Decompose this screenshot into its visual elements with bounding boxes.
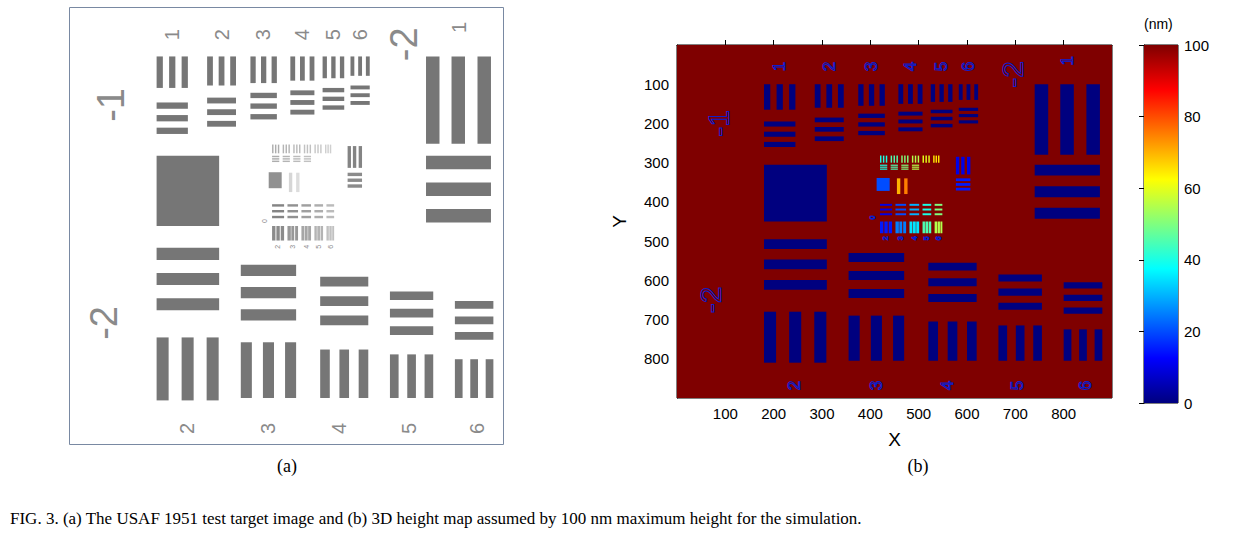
svg-text:FIG. 3. (a) The USAF 1951 test: FIG. 3. (a) The USAF 1951 test target im… xyxy=(10,509,862,528)
svg-text:-2: -2 xyxy=(996,61,1029,88)
svg-text:500: 500 xyxy=(906,405,931,422)
svg-text:20: 20 xyxy=(1184,323,1201,340)
svg-text:700: 700 xyxy=(1003,405,1028,422)
svg-text:4: 4 xyxy=(911,236,918,240)
svg-text:5: 5 xyxy=(315,245,322,249)
svg-text:6: 6 xyxy=(466,423,488,434)
svg-text:5: 5 xyxy=(322,29,344,40)
svg-text:3: 3 xyxy=(862,62,881,71)
svg-text:5: 5 xyxy=(1008,381,1027,390)
svg-text:0: 0 xyxy=(261,219,268,223)
svg-text:2: 2 xyxy=(820,62,839,71)
svg-text:500: 500 xyxy=(644,233,669,250)
svg-text:2: 2 xyxy=(211,29,233,40)
svg-text:800: 800 xyxy=(644,350,669,367)
svg-text:-1: -1 xyxy=(90,88,132,122)
svg-text:0: 0 xyxy=(1184,395,1192,412)
svg-text:600: 600 xyxy=(954,405,979,422)
svg-text:2: 2 xyxy=(882,236,889,240)
svg-text:200: 200 xyxy=(644,115,669,132)
svg-text:4: 4 xyxy=(328,423,350,434)
svg-text:-2: -2 xyxy=(694,287,727,314)
svg-text:100: 100 xyxy=(1184,37,1209,54)
svg-text:100: 100 xyxy=(713,405,738,422)
svg-text:600: 600 xyxy=(644,272,669,289)
svg-text:-2: -2 xyxy=(83,306,125,340)
svg-text:300: 300 xyxy=(809,405,834,422)
svg-text:Y: Y xyxy=(609,215,630,228)
svg-text:200: 200 xyxy=(761,405,786,422)
svg-text:6: 6 xyxy=(349,29,371,40)
svg-text:300: 300 xyxy=(644,154,669,171)
svg-text:700: 700 xyxy=(644,311,669,328)
svg-text:-1: -1 xyxy=(702,110,735,137)
svg-text:-2: -2 xyxy=(383,27,425,61)
svg-text:1: 1 xyxy=(1058,56,1077,65)
svg-text:5: 5 xyxy=(398,423,420,434)
svg-text:3: 3 xyxy=(257,423,279,434)
svg-text:4: 4 xyxy=(901,62,920,71)
svg-text:100: 100 xyxy=(644,76,669,93)
svg-text:400: 400 xyxy=(644,193,669,210)
svg-text:(nm): (nm) xyxy=(1144,16,1173,32)
svg-text:2: 2 xyxy=(274,245,281,249)
svg-text:(a): (a) xyxy=(277,456,297,477)
svg-text:6: 6 xyxy=(1076,381,1095,390)
svg-text:0: 0 xyxy=(869,216,876,220)
svg-text:40: 40 xyxy=(1184,251,1201,268)
svg-text:X: X xyxy=(888,429,901,450)
svg-text:3: 3 xyxy=(867,381,886,390)
svg-text:800: 800 xyxy=(1051,405,1076,422)
svg-text:1: 1 xyxy=(770,62,789,71)
svg-text:(b): (b) xyxy=(908,456,929,477)
svg-text:2: 2 xyxy=(785,381,804,390)
svg-text:80: 80 xyxy=(1184,108,1201,125)
svg-text:4: 4 xyxy=(291,29,313,40)
svg-text:4: 4 xyxy=(938,381,957,390)
svg-text:1: 1 xyxy=(161,29,183,40)
svg-text:3: 3 xyxy=(897,236,904,240)
svg-text:6: 6 xyxy=(959,62,978,71)
svg-text:5: 5 xyxy=(923,236,930,240)
svg-text:1: 1 xyxy=(448,22,470,33)
svg-text:4: 4 xyxy=(303,245,310,249)
svg-text:6: 6 xyxy=(935,236,942,240)
svg-text:3: 3 xyxy=(289,245,296,249)
svg-text:3: 3 xyxy=(252,29,274,40)
svg-text:6: 6 xyxy=(327,245,334,249)
svg-text:5: 5 xyxy=(932,62,951,71)
svg-text:60: 60 xyxy=(1184,180,1201,197)
svg-text:2: 2 xyxy=(176,423,198,434)
svg-text:400: 400 xyxy=(858,405,883,422)
